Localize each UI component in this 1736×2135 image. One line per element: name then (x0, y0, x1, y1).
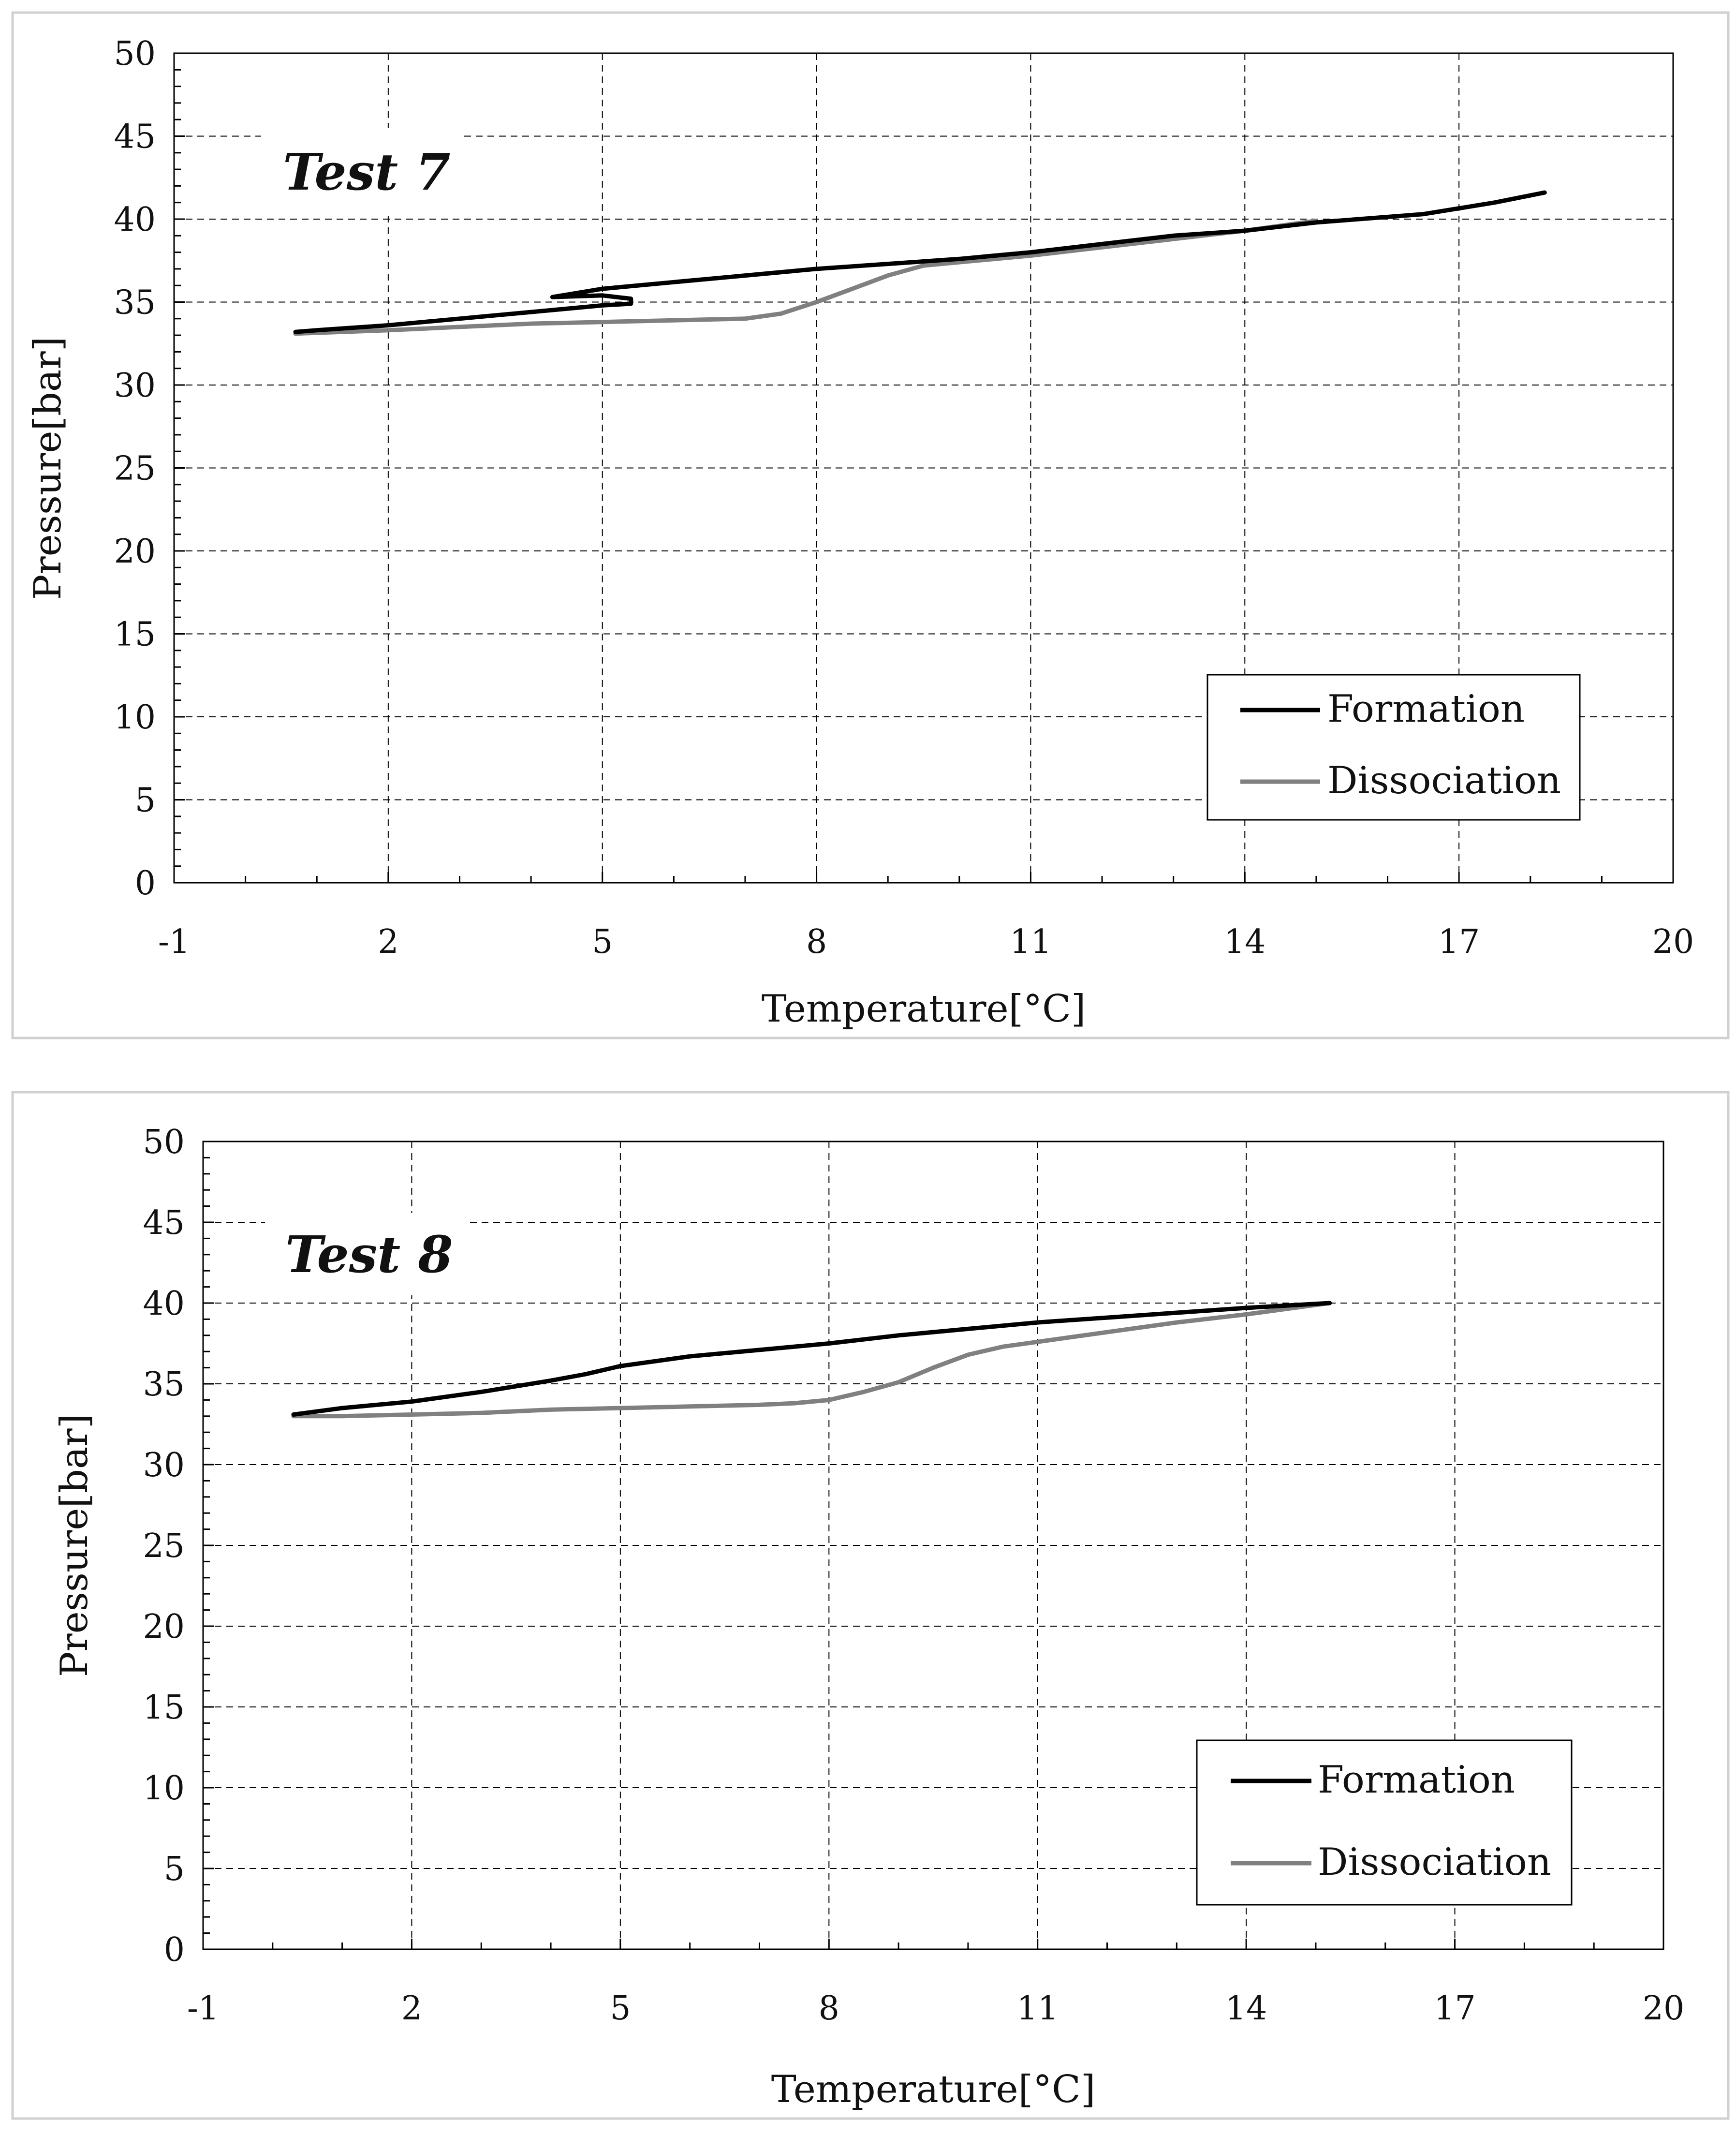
y-tick-label: 0 (164, 1931, 185, 1969)
x-tick-label: 8 (806, 923, 827, 961)
chart-title: Test 7 (283, 142, 451, 202)
series-lines (293, 190, 1547, 336)
x-tick-label: -1 (187, 1989, 219, 2028)
x-tick-label: 20 (1643, 1989, 1685, 2028)
y-tick-label: 30 (114, 367, 156, 405)
x-tick-label: 17 (1434, 1989, 1476, 2028)
x-tick-label: 14 (1224, 923, 1266, 961)
y-tick-label: 20 (114, 533, 156, 571)
x-tick-label: 11 (1010, 923, 1052, 961)
y-tick-label: 40 (143, 1285, 185, 1323)
axis-ticks (202, 1141, 1664, 1950)
legend: Formation Dissociation (1196, 1739, 1573, 1906)
y-tick-label: 35 (143, 1365, 185, 1404)
y-tick-label: 35 (114, 284, 156, 322)
x-axis-label: Temperature[°C] (762, 987, 1086, 1031)
x-tick-label: 8 (819, 1989, 839, 2028)
axis-ticks (173, 52, 1674, 884)
y-tick-label: 15 (114, 616, 156, 654)
y-tick-label: 20 (143, 1608, 185, 1646)
x-tick-label: 2 (401, 1989, 422, 2028)
y-tick-label: 10 (114, 698, 156, 737)
y-tick-label: 5 (135, 782, 156, 820)
legend-label-formation: Formation (1327, 687, 1525, 731)
y-tick-label: 50 (143, 1123, 185, 1161)
legend-label-formation: Formation (1318, 1758, 1515, 1802)
y-tick-label: 45 (143, 1204, 185, 1242)
x-tick-label: 11 (1016, 1989, 1059, 2028)
legend: Formation Dissociation (1206, 674, 1581, 821)
y-tick-label: 25 (143, 1527, 185, 1565)
y-axis-label: Pressure[bar] (53, 1414, 96, 1677)
y-tick-label: 30 (143, 1446, 185, 1484)
series-line-formation (293, 190, 1547, 334)
y-tick-label: 0 (135, 864, 156, 903)
series-line-dissociation (291, 1301, 1332, 1419)
y-tick-label: 40 (114, 201, 156, 239)
y-axis-label: Pressure[bar] (26, 337, 70, 600)
legend-box (1196, 1739, 1573, 1906)
y-tick-label: 10 (143, 1769, 185, 1808)
x-tick-label: 17 (1438, 923, 1480, 961)
legend-box (1206, 674, 1581, 821)
y-tick-label: 50 (114, 35, 156, 73)
series-line-dissociation (293, 218, 1319, 336)
series-line-formation (291, 1301, 1332, 1417)
y-tick-label: 25 (114, 450, 156, 488)
legend-label-dissociation: Dissociation (1318, 1840, 1551, 1884)
y-tick-label: 15 (143, 1689, 185, 1727)
y-tick-label: 45 (114, 118, 156, 156)
x-tick-label: -1 (158, 923, 190, 961)
x-tick-label: 2 (378, 923, 398, 961)
series-lines (291, 1301, 1332, 1419)
x-axis-label: Temperature[°C] (771, 2068, 1096, 2111)
y-tick-label: 5 (164, 1850, 185, 1888)
chart-title: Test 8 (285, 1225, 453, 1284)
x-tick-label: 5 (592, 923, 613, 961)
title-background (261, 128, 464, 213)
x-tick-label: 14 (1225, 1989, 1267, 2028)
x-tick-label: 20 (1652, 923, 1694, 961)
title-background (265, 1213, 468, 1295)
x-tick-label: 5 (610, 1989, 631, 2028)
legend-label-dissociation: Dissociation (1327, 759, 1561, 802)
